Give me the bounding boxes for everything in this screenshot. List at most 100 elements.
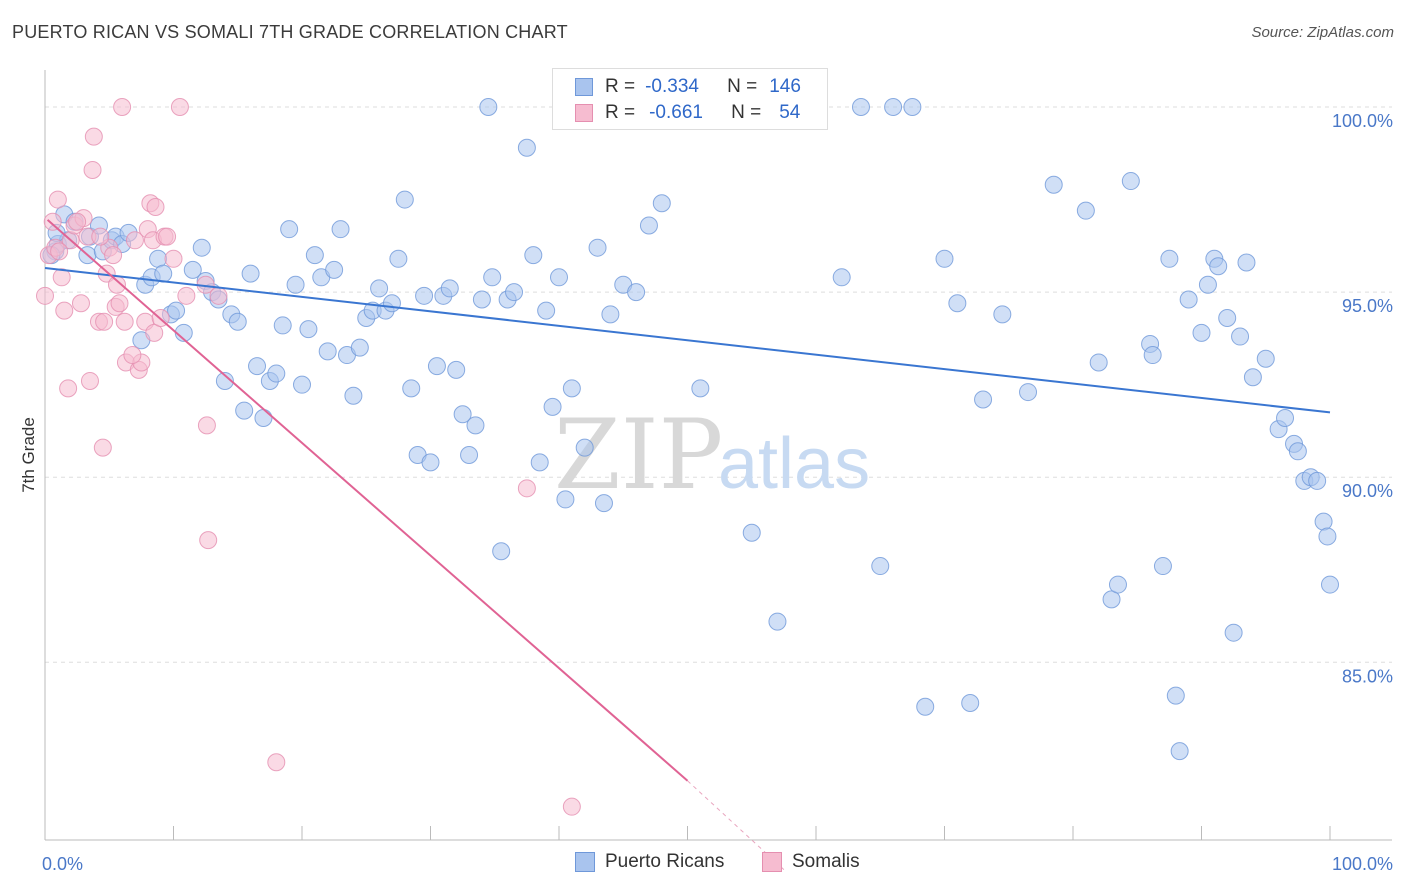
point-puerto-ricans [993,305,1012,324]
point-puerto-ricans [1179,290,1198,309]
point-somalis [517,479,536,498]
point-somalis [123,346,142,365]
point-puerto-ricans [492,542,511,561]
point-somalis [146,197,165,216]
point-puerto-ricans [1243,368,1262,387]
trend-layer [44,219,1331,870]
point-puerto-ricans [248,357,267,376]
point-puerto-ricans [524,246,543,265]
legend-swatch-puerto-ricans [575,78,593,96]
point-puerto-ricans [588,238,607,257]
point-somalis [84,127,103,146]
point-puerto-ricans [350,338,369,357]
point-puerto-ricans [479,98,498,117]
point-puerto-ricans [594,494,613,513]
point-puerto-ricans [344,386,363,405]
point-puerto-ricans [305,246,324,265]
point-somalis [36,286,54,305]
legend-row-puerto-ricans: R = -0.334 N = 146 [575,74,801,100]
point-puerto-ricans [948,294,967,313]
point-puerto-ricans [167,301,186,320]
series-legend-somalis[interactable]: Somalis [762,851,860,873]
point-puerto-ricans [916,697,935,716]
point-puerto-ricans [884,98,903,117]
point-puerto-ricans [562,379,581,398]
x-tick-label: 100.0% [1332,854,1393,874]
point-puerto-ricans [1276,408,1295,427]
point-puerto-ricans [1237,253,1256,272]
point-puerto-ricans [530,453,549,472]
point-puerto-ricans [1166,686,1185,705]
legend-r-value: -0.334 [645,76,699,97]
point-somalis [158,227,177,246]
point-puerto-ricans [1314,512,1333,531]
point-puerto-ricans [440,279,459,298]
point-puerto-ricans [402,379,421,398]
point-puerto-ricans [415,286,434,305]
point-puerto-ricans [1160,249,1179,268]
point-somalis [209,286,228,305]
point-puerto-ricans [421,453,440,472]
point-puerto-ricans [447,360,466,379]
point-puerto-ricans [1019,383,1038,402]
point-puerto-ricans [871,557,890,576]
legend-swatch-somalis [575,104,593,122]
point-puerto-ricans [389,249,408,268]
point-somalis [110,294,129,313]
point-puerto-ricans [460,446,479,464]
point-somalis [50,242,69,261]
point-puerto-ricans [192,238,211,257]
point-puerto-ricans [935,249,954,268]
point-somalis [71,294,90,313]
point-puerto-ricans [1224,623,1243,642]
point-puerto-ricans [1170,742,1189,761]
trend-line-puerto-ricans [44,267,1331,414]
point-puerto-ricans [453,405,472,424]
watermark-atlas: atlas [718,424,870,504]
series-legend-label: Somalis [792,851,860,872]
point-puerto-ricans [370,279,389,298]
point-somalis [43,212,62,231]
legend-n-value: 54 [779,102,801,123]
point-puerto-ricans [1308,471,1327,490]
point-puerto-ricans [543,397,562,416]
point-somalis [113,98,132,117]
legend-row-somalis: R = -0.661 N = 54 [575,100,800,126]
point-puerto-ricans [483,268,502,287]
point-puerto-ricans [1102,590,1121,609]
chart-title: PUERTO RICAN VS SOMALI 7TH GRADE CORRELA… [12,22,568,42]
point-somalis [197,416,216,435]
point-puerto-ricans [154,264,173,283]
point-somalis [145,323,164,342]
watermark: ZIP atlas [554,399,870,511]
point-puerto-ricans [1198,275,1217,294]
point-puerto-ricans [627,283,646,302]
legend-r-label: R = [605,102,636,123]
point-puerto-ricans [1288,442,1307,461]
point-puerto-ricans [318,342,337,361]
point-puerto-ricans [1076,201,1095,220]
legend-n-value: 146 [769,76,801,97]
point-puerto-ricans [639,216,658,235]
watermark-zip: ZIP [554,399,723,511]
y-tick-label: 95.0% [1342,296,1393,316]
point-somalis [177,286,196,305]
point-puerto-ricans [1192,323,1211,342]
point-puerto-ricans [1089,353,1108,372]
y-tick-label: 85.0% [1342,666,1393,686]
x-tick-label: 0.0% [42,854,83,874]
point-somalis [115,312,134,331]
points-layer [36,98,1339,816]
point-puerto-ricans [1108,575,1127,594]
point-puerto-ricans [832,268,851,287]
series-legend-label: Puerto Ricans [605,851,725,872]
point-puerto-ricans [517,138,536,157]
point-puerto-ricans [273,316,292,335]
point-somalis [164,249,183,268]
y-tick-label: 90.0% [1342,481,1393,501]
point-puerto-ricans [652,194,671,213]
stats-legend: R = -0.334 N = 146 R = -0.661 N = 54 [552,68,828,130]
series-legend-puerto-ricans[interactable]: Puerto Ricans [575,851,724,873]
point-somalis [68,212,87,231]
point-puerto-ricans [466,416,485,435]
